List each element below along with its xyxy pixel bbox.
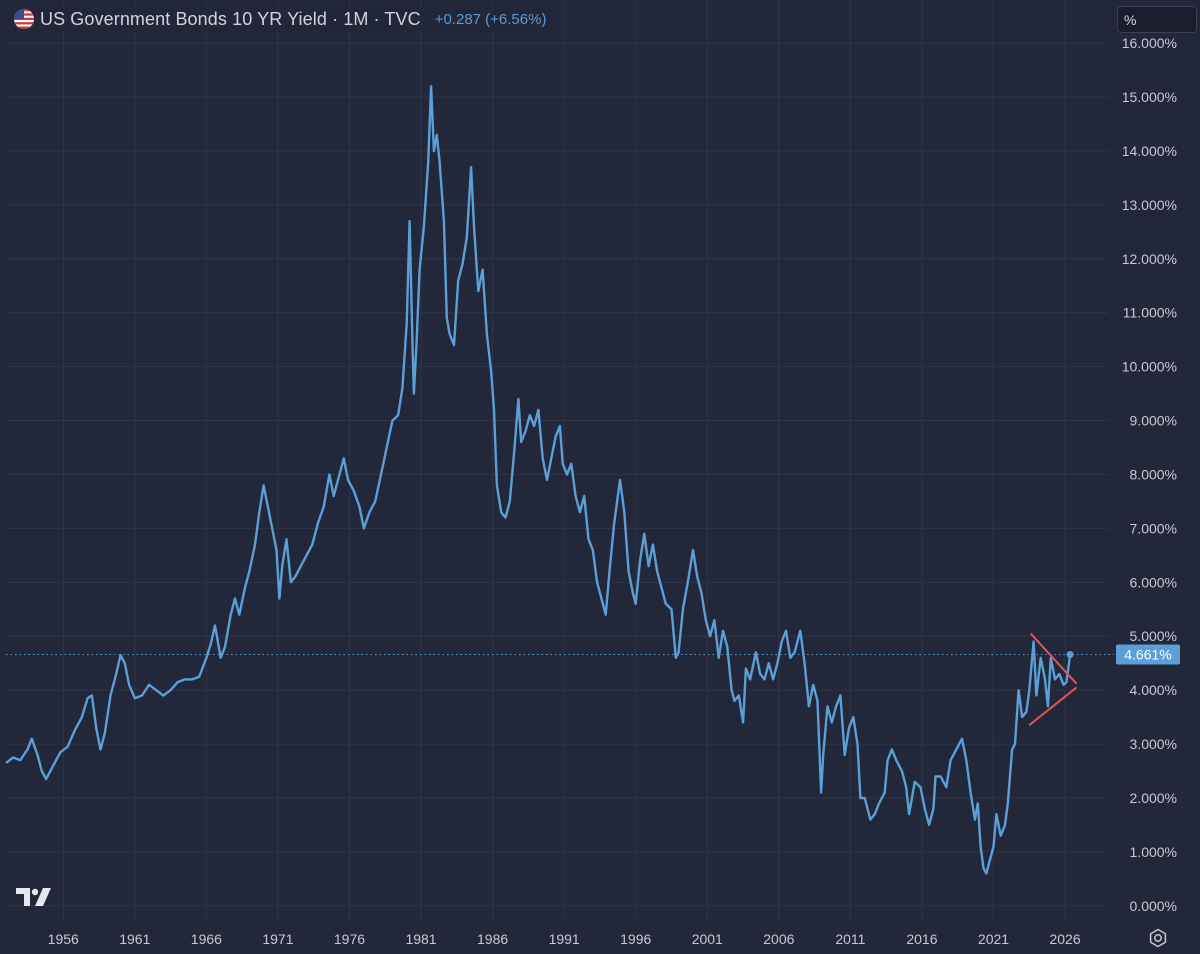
- x-tick-label: 2001: [692, 931, 723, 947]
- y-tick-label: 3.000%: [1130, 736, 1177, 752]
- last-point-marker: [1066, 651, 1074, 659]
- y-tick-label: 7.000%: [1130, 520, 1177, 536]
- x-tick-label: 2006: [763, 931, 794, 947]
- x-tick-label: 2026: [1049, 931, 1080, 947]
- x-tick-label: 1956: [48, 931, 79, 947]
- y-tick-label: 0.000%: [1130, 898, 1177, 914]
- yield-series-line: [5, 85, 1072, 875]
- y-tick-label: 16.000%: [1122, 35, 1177, 51]
- x-tick-label: 1981: [405, 931, 436, 947]
- price-label: 4.661%: [1124, 647, 1171, 663]
- y-tick-label: 6.000%: [1130, 574, 1177, 590]
- y-tick-label: 1.000%: [1130, 844, 1177, 860]
- y-tick-label: 13.000%: [1122, 197, 1177, 213]
- y-tick-label: 12.000%: [1122, 251, 1177, 267]
- gear-icon[interactable]: [1148, 928, 1168, 948]
- x-tick-label: 2021: [978, 931, 1009, 947]
- y-tick-label: 11.000%: [1123, 305, 1177, 321]
- x-tick-label: 1996: [620, 931, 651, 947]
- x-tick-label: 1971: [262, 931, 293, 947]
- price-label-bg: [1116, 644, 1180, 665]
- tradingview-logo-icon[interactable]: [16, 886, 54, 908]
- y-tick-label: 9.000%: [1130, 413, 1177, 429]
- chart-title[interactable]: US Government Bonds 10 YR Yield · 1M · T…: [40, 8, 421, 29]
- y-tick-label: 10.000%: [1122, 359, 1177, 375]
- triangle-lower-line: [1028, 686, 1078, 726]
- y-tick-label: 8.000%: [1130, 466, 1177, 482]
- x-tick-label: 1986: [477, 931, 508, 947]
- x-tick-label: 1991: [549, 931, 580, 947]
- x-tick-label: 1976: [334, 931, 365, 947]
- triangle-upper-line: [1029, 632, 1078, 685]
- unit-selector[interactable]: %: [1117, 6, 1197, 33]
- y-tick-label: 15.000%: [1122, 89, 1177, 105]
- y-tick-label: 2.000%: [1130, 790, 1177, 806]
- y-tick-label: 4.000%: [1130, 682, 1177, 698]
- us-flag-icon: [14, 9, 34, 29]
- x-tick-label: 2011: [835, 931, 865, 947]
- y-tick-label: 5.000%: [1130, 628, 1177, 644]
- chart-header: US Government Bonds 10 YR Yield · 1M · T…: [14, 6, 553, 32]
- x-tick-label: 1961: [119, 931, 150, 947]
- x-tick-label: 2016: [906, 931, 937, 947]
- price-change: +0.287 (+6.56%): [434, 10, 547, 28]
- y-tick-label: 14.000%: [1122, 143, 1177, 159]
- x-tick-label: 1966: [191, 931, 222, 947]
